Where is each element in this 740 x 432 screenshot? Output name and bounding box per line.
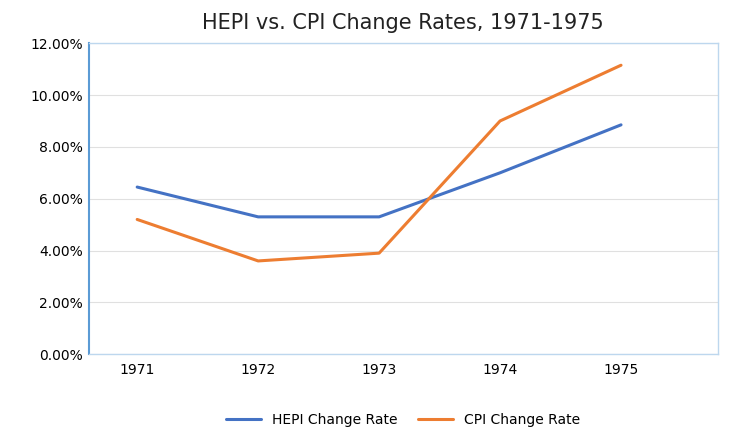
HEPI Change Rate — [254, 214, 263, 219]
CPI Change Rate — [616, 63, 625, 68]
HEPI Change Rate — [616, 122, 625, 127]
Legend: HEPI Change Rate, CPI Change Rate: HEPI Change Rate, CPI Change Rate — [221, 408, 586, 432]
CPI Change Rate — [496, 118, 505, 124]
HEPI Change Rate — [132, 184, 141, 190]
HEPI Change Rate — [496, 170, 505, 175]
Title: HEPI vs. CPI Change Rates, 1971-1975: HEPI vs. CPI Change Rates, 1971-1975 — [203, 13, 604, 33]
CPI Change Rate — [254, 258, 263, 264]
CPI Change Rate — [374, 251, 383, 256]
Line: CPI Change Rate: CPI Change Rate — [137, 65, 621, 261]
CPI Change Rate — [132, 217, 141, 222]
Line: HEPI Change Rate: HEPI Change Rate — [137, 125, 621, 217]
HEPI Change Rate — [374, 214, 383, 219]
